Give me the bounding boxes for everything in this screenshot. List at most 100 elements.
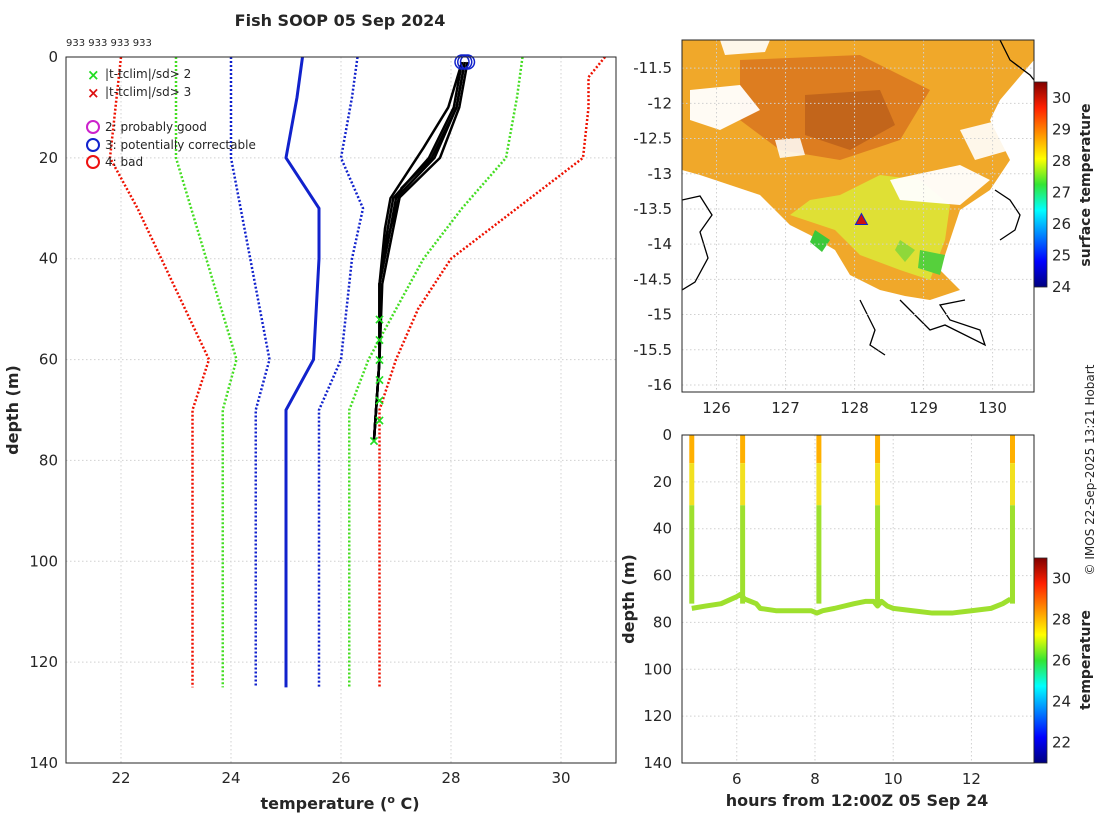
sst-hottest-patch	[805, 90, 895, 150]
legend-item-correctable: 3: potentially correctable	[86, 138, 256, 152]
section-y-tick-label: 80	[653, 613, 672, 631]
copyright-credit: © IMOS 22-Sep-2025 13:21 Hobart	[1083, 364, 1097, 575]
map-colorbar-tick-label: 30	[1052, 89, 1071, 107]
section-y-tick-label: 0	[662, 426, 672, 444]
map-colorbar-tick-label: 26	[1052, 215, 1071, 233]
profile-x-tick-label: 24	[221, 769, 240, 787]
legend-label-bad: 4: bad	[105, 155, 143, 169]
climatology-line	[108, 57, 211, 688]
section-x-label: hours from 12:00Z 05 Sep 24	[726, 791, 988, 810]
flag-x-marker: ×	[368, 433, 380, 449]
map-y-tick-label: -15.5	[633, 341, 672, 359]
map-y-tick-label: -14.5	[633, 270, 672, 288]
sst-field	[682, 40, 1034, 356]
profile-y-tick-label: 80	[39, 451, 58, 469]
map-y-tick-label: -14	[648, 235, 673, 253]
map-y-tick-label: -12	[648, 94, 673, 112]
section-y-tick-label: 100	[643, 660, 672, 678]
map-x-tick-label: 128	[840, 399, 869, 417]
section-colorbar	[1033, 557, 1048, 764]
section-y-tick-label: 140	[643, 754, 672, 772]
coastline-east	[994, 40, 1034, 241]
map-ticks: 126 127 128 129 130 -11.5 -12 -12.5 -13 -13.5 -14 -…	[633, 59, 1007, 417]
profile-ticks: 22 24 26 28 30 0 20 40 60 80 100 120 140	[29, 48, 570, 787]
legend-item-probably-good: 2: probably good	[86, 120, 207, 134]
section-y-tick-label: 40	[653, 520, 672, 538]
climatology-line	[317, 57, 365, 688]
profile-y-tick-label: 0	[48, 48, 58, 66]
cloud-gap-4	[775, 138, 805, 158]
magenta-circle-icon	[86, 120, 100, 134]
legend-label-sd2: |t-tclim|/sd> 2	[105, 67, 191, 81]
map-x-tick-label: 129	[909, 399, 938, 417]
legend-item-sd2: × |t-tclim|/sd> 2	[87, 66, 191, 84]
climatology-line	[284, 57, 321, 688]
blue-circle-icon	[86, 138, 100, 152]
section-colorbar-label: temperature	[1078, 610, 1094, 710]
green-x-icon: ×	[87, 66, 100, 84]
map-y-tick-label: -15	[648, 306, 673, 324]
temperature-profile-line	[372, 61, 466, 441]
cloud-gap-5	[720, 40, 770, 55]
map-y-tick-label: -16	[648, 376, 673, 394]
profile-y-tick-label: 60	[39, 351, 58, 369]
flag-markers: × × × × × × ×	[368, 54, 476, 449]
station-marker	[854, 212, 869, 226]
section-colorbar-tick-label: 30	[1052, 570, 1071, 588]
map-colorbar-tick-label: 28	[1052, 152, 1071, 170]
climatology-line	[174, 57, 238, 688]
flag-circle-marker	[459, 54, 476, 70]
map-y-tick-label: -12.5	[633, 130, 672, 148]
sst-green-patch-1	[810, 230, 830, 252]
profile-y-tick-label: 20	[39, 149, 58, 167]
legend-label-correctable: 3: potentially correctable	[105, 138, 256, 152]
cloud-gap-2	[890, 165, 990, 205]
station-triangle-icon	[854, 212, 869, 226]
map-colorbar-tick-label: 24	[1052, 278, 1071, 296]
map-colorbar-ticks: 24 25 26 27 28 29 30	[1052, 89, 1071, 296]
section-colorbar-tick-label: 26	[1052, 652, 1071, 670]
section-y-tick-label: 60	[653, 567, 672, 585]
map-colorbar-label: surface temperature	[1078, 103, 1094, 266]
section-colorbar-tick-label: 24	[1052, 693, 1071, 711]
section-x-tick-label: 10	[884, 770, 903, 788]
section-colorbar-tick-label: 22	[1052, 734, 1071, 752]
flag-x-marker: ×	[374, 413, 386, 429]
sst-green-patch-2	[918, 250, 945, 275]
legend-label-probably-good: 2: probably good	[105, 120, 207, 134]
section-y-tick-label: 120	[643, 707, 672, 725]
profile-frame	[65, 56, 617, 764]
profile-x-tick-label: 28	[441, 769, 460, 787]
climatology-line	[348, 57, 524, 688]
map-x-tick-label: 127	[771, 399, 800, 417]
legend-label-sd3: |t-tclim|/sd> 3	[105, 85, 191, 99]
red-x-icon: ×	[87, 84, 100, 102]
section-data	[689, 435, 1015, 616]
climatology-lines	[108, 57, 606, 688]
profile-y-tick-label: 120	[29, 653, 58, 671]
section-colorbar-tick-label: 28	[1052, 611, 1071, 629]
profile-grid	[66, 56, 616, 764]
legend-item-bad: 4: bad	[86, 155, 143, 169]
profile-panel: Fish SOOP 05 Sep 2024 933 933 933 933 ××…	[3, 11, 617, 813]
coastline-west	[682, 195, 713, 291]
map-y-tick-label: -11.5	[633, 59, 672, 77]
section-x-tick-label: 6	[732, 770, 742, 788]
legend-item-sd3: × |t-tclim|/sd> 3	[87, 84, 191, 102]
section-colorbar-ticks: 22 24 26 28 30	[1052, 570, 1071, 752]
section-y-tick-label: 20	[653, 473, 672, 491]
flag-x-marker: ×	[374, 332, 386, 348]
sst-green-patch-3	[895, 240, 915, 262]
map-y-tick-label: -13.5	[633, 200, 672, 218]
section-x-tick-label: 8	[810, 770, 820, 788]
profile-legend: × |t-tclim|/sd> 2 × |t-tclim|/sd> 3 2: p…	[86, 66, 256, 169]
cloud-gap-3	[960, 120, 1010, 160]
section-x-tick-label: 12	[962, 770, 981, 788]
profile-id-label: 933 933 933 933	[66, 38, 152, 49]
red-circle-icon	[86, 155, 100, 169]
map-colorbar	[1033, 81, 1048, 288]
map-x-tick-label: 130	[978, 399, 1007, 417]
